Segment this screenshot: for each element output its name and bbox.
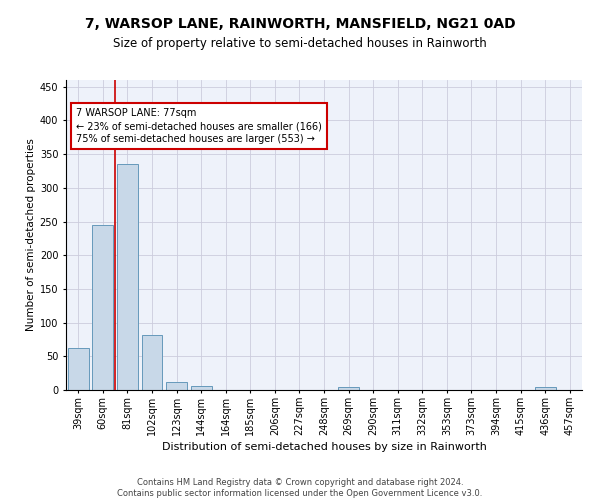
Bar xyxy=(68,348,89,390)
Text: Size of property relative to semi-detached houses in Rainworth: Size of property relative to semi-detach… xyxy=(113,38,487,51)
Bar xyxy=(166,382,187,390)
Bar xyxy=(92,225,113,390)
Text: 7 WARSOP LANE: 77sqm
← 23% of semi-detached houses are smaller (166)
75% of semi: 7 WARSOP LANE: 77sqm ← 23% of semi-detac… xyxy=(76,108,322,144)
Bar xyxy=(535,386,556,390)
Bar xyxy=(117,164,138,390)
Bar xyxy=(338,386,359,390)
Text: Contains HM Land Registry data © Crown copyright and database right 2024.
Contai: Contains HM Land Registry data © Crown c… xyxy=(118,478,482,498)
Text: 7, WARSOP LANE, RAINWORTH, MANSFIELD, NG21 0AD: 7, WARSOP LANE, RAINWORTH, MANSFIELD, NG… xyxy=(85,18,515,32)
Bar xyxy=(142,336,163,390)
X-axis label: Distribution of semi-detached houses by size in Rainworth: Distribution of semi-detached houses by … xyxy=(161,442,487,452)
Bar xyxy=(191,386,212,390)
Y-axis label: Number of semi-detached properties: Number of semi-detached properties xyxy=(26,138,35,332)
